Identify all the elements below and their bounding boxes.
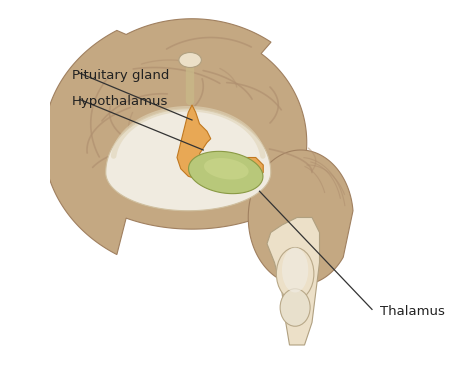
Polygon shape [189, 152, 263, 194]
Text: Pituitary gland: Pituitary gland [72, 69, 169, 81]
Ellipse shape [179, 53, 201, 68]
Text: Thalamus: Thalamus [380, 305, 444, 318]
Polygon shape [44, 19, 307, 255]
Polygon shape [248, 150, 353, 285]
Text: Hypothalamus: Hypothalamus [72, 95, 168, 108]
Polygon shape [106, 109, 271, 211]
Polygon shape [267, 217, 319, 345]
Ellipse shape [276, 248, 314, 300]
Polygon shape [177, 105, 263, 184]
Ellipse shape [280, 289, 310, 326]
Polygon shape [204, 158, 248, 180]
Ellipse shape [282, 248, 308, 292]
